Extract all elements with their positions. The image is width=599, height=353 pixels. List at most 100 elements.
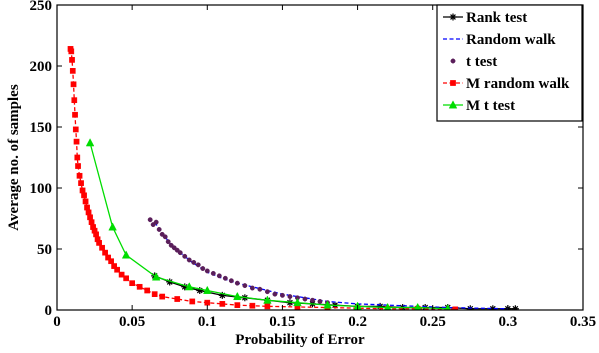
data-point-m-random-walk [93,231,99,238]
legend-item-random-walk: Random walk [443,32,556,48]
data-point-rank-test [511,305,519,310]
x-tick-label: 0.1 [198,314,217,330]
data-point-rank-test [489,305,497,310]
data-point-m-random-walk [85,209,92,216]
data-point-m-random-walk [71,97,78,104]
data-point-m-random-walk [84,204,90,211]
data-point-m-random-walk [102,249,108,256]
data-point-t-test [204,268,210,274]
data-point-t-test [177,250,183,256]
data-point-m-random-walk [219,301,226,307]
data-point-t-test [147,217,153,223]
legend-label: Random walk [466,32,556,48]
legend-swatch-marker [449,13,457,21]
legend-label: t test [466,54,497,70]
data-point-m-random-walk [114,266,120,273]
data-point-m-random-walk [129,280,135,287]
data-point-t-test [191,259,197,265]
data-point-t-test [317,299,323,304]
legend-item-rank-test: Rank test [443,10,527,26]
y-tick-label: 250 [30,0,53,14]
data-point-t-test [165,239,171,245]
data-point-m-random-walk [249,302,256,309]
data-point-t-test [228,278,234,284]
data-point-m-t-test [263,295,272,304]
data-point-m-t-test [383,302,392,310]
data-point-t-test [153,219,159,225]
legend-label: M t test [466,98,515,114]
data-point-m-random-walk [108,258,114,265]
data-point-rank-test [196,286,204,294]
data-point-m-random-walk [70,81,77,88]
data-point-m-random-walk [79,187,86,194]
data-point-m-t-test [293,297,302,307]
data-point-m-random-walk [76,172,83,179]
data-point-t-test [264,289,270,295]
data-point-m-random-walk [123,275,129,282]
data-point-m-random-walk [69,57,75,63]
data-point-m-random-walk [111,263,117,269]
data-point-rank-test [376,302,384,310]
data-point-rank-test [466,305,474,310]
data-point-m-t-test [184,282,194,291]
data-point-m-t-test [121,250,131,259]
series-line-m-t-test [89,142,448,310]
data-point-m-t-test [444,304,451,310]
legend-item-m-t-test: M t test [443,98,515,114]
data-point-m-random-walk [78,180,84,186]
data-point-m-random-walk [88,219,95,226]
data-point-m-random-walk [82,198,89,205]
data-point-m-random-walk [151,291,158,297]
data-point-t-test [216,273,222,279]
data-point-rank-test [218,291,226,299]
legend-swatch-marker [450,80,456,86]
data-point-t-test [310,297,315,303]
legend-label: Rank test [466,10,527,26]
series-line-random-walk [154,221,508,310]
data-point-t-test [272,291,278,297]
data-point-m-random-walk [189,298,196,305]
series-m-t-test [85,138,451,310]
data-point-m-random-walk [74,154,81,161]
legend-swatch-marker [448,100,458,109]
data-point-rank-test [166,278,174,286]
legend-item-t-test: t test [450,54,497,70]
ticks-layer: 0 0.05 0.1 0.15 0.2 0.25 0.3 0.35 0 50 100 150 200 25… [30,0,597,330]
data-point-m-random-walk [118,271,125,278]
x-tick-label: 0 [53,314,61,330]
x-tick-label: 0.15 [269,314,295,330]
data-point-m-random-walk [73,138,80,145]
x-tick-label: 0.2 [348,314,367,330]
data-point-m-random-walk [72,126,79,133]
data-point-m-random-walk [81,192,87,199]
data-point-m-random-walk [144,287,151,294]
data-point-t-test [234,280,240,286]
data-point-t-test [156,227,162,232]
legend-item-m-random-walk: M random walk [443,76,570,92]
data-point-t-test [242,283,248,289]
data-point-t-test [287,294,293,300]
series-line-m-random-walk [69,48,456,310]
series-random-walk [154,221,508,310]
x-axis-label: Probability of Error [235,332,365,348]
x-tick-label: 0.05 [119,314,145,330]
data-point-m-t-test [151,272,161,281]
data-point-m-random-walk [159,293,166,300]
data-point-t-test [195,262,201,268]
data-point-t-test [210,270,216,276]
data-point-t-test [162,234,168,240]
data-point-m-t-test [85,138,95,147]
y-tick-label: 0 [45,303,53,319]
legend: Rank test Random walk t test M random walk M… [436,4,583,122]
data-point-m-t-test [233,291,242,301]
data-point-m-random-walk [264,303,271,310]
data-point-m-t-test [413,302,422,310]
legend-swatch-marker [450,58,456,64]
data-point-m-t-test [108,222,117,231]
legend-label: M random walk [466,76,570,92]
data-point-t-test [222,275,228,281]
y-tick-label: 50 [37,242,52,258]
data-point-t-test [257,286,263,292]
data-point-m-t-test [203,285,212,294]
data-point-m-random-walk [72,111,78,118]
